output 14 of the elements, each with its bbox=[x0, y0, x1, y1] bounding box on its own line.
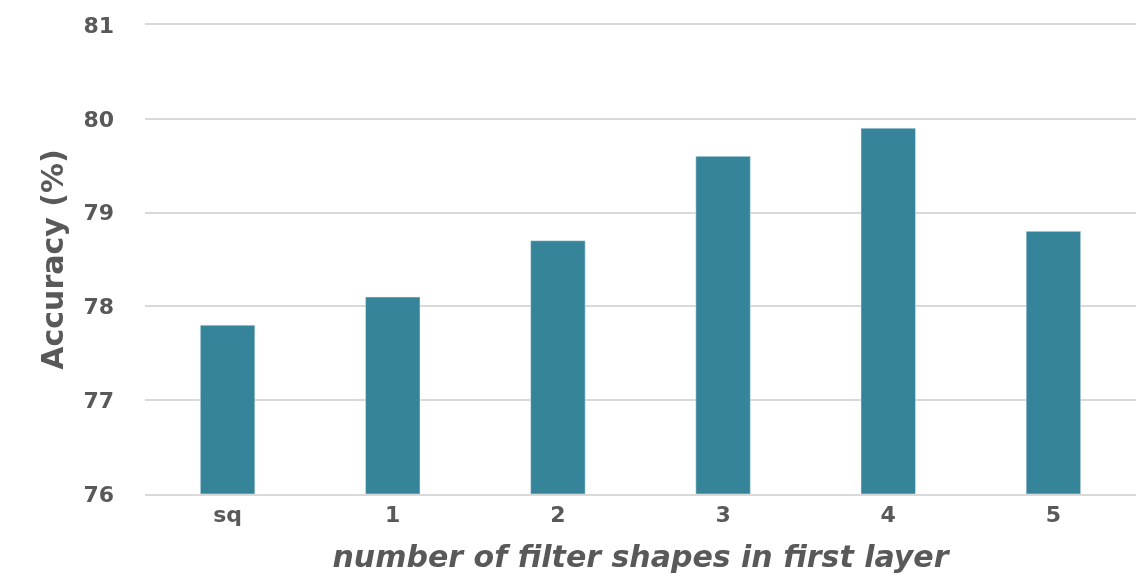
y-axis-title: Accuracy (%) bbox=[35, 149, 71, 370]
y-tick-label: 80 bbox=[83, 106, 114, 132]
x-tick-label: sq bbox=[213, 502, 242, 528]
x-tick-label: 1 bbox=[385, 502, 401, 528]
x-tick-label: 3 bbox=[715, 502, 731, 528]
x-tick-label: 4 bbox=[880, 502, 896, 528]
x-axis-title: number of filter shapes in first layer bbox=[332, 539, 951, 575]
y-tick-label: 76 bbox=[83, 481, 114, 507]
x-tick-label: 2 bbox=[550, 502, 566, 528]
x-tick-label: 5 bbox=[1045, 502, 1062, 528]
y-tick-label: 78 bbox=[83, 294, 114, 320]
y-tick-label: 81 bbox=[83, 12, 114, 38]
y-tick-label: 77 bbox=[83, 387, 114, 413]
y-tick-label: 79 bbox=[83, 200, 114, 226]
